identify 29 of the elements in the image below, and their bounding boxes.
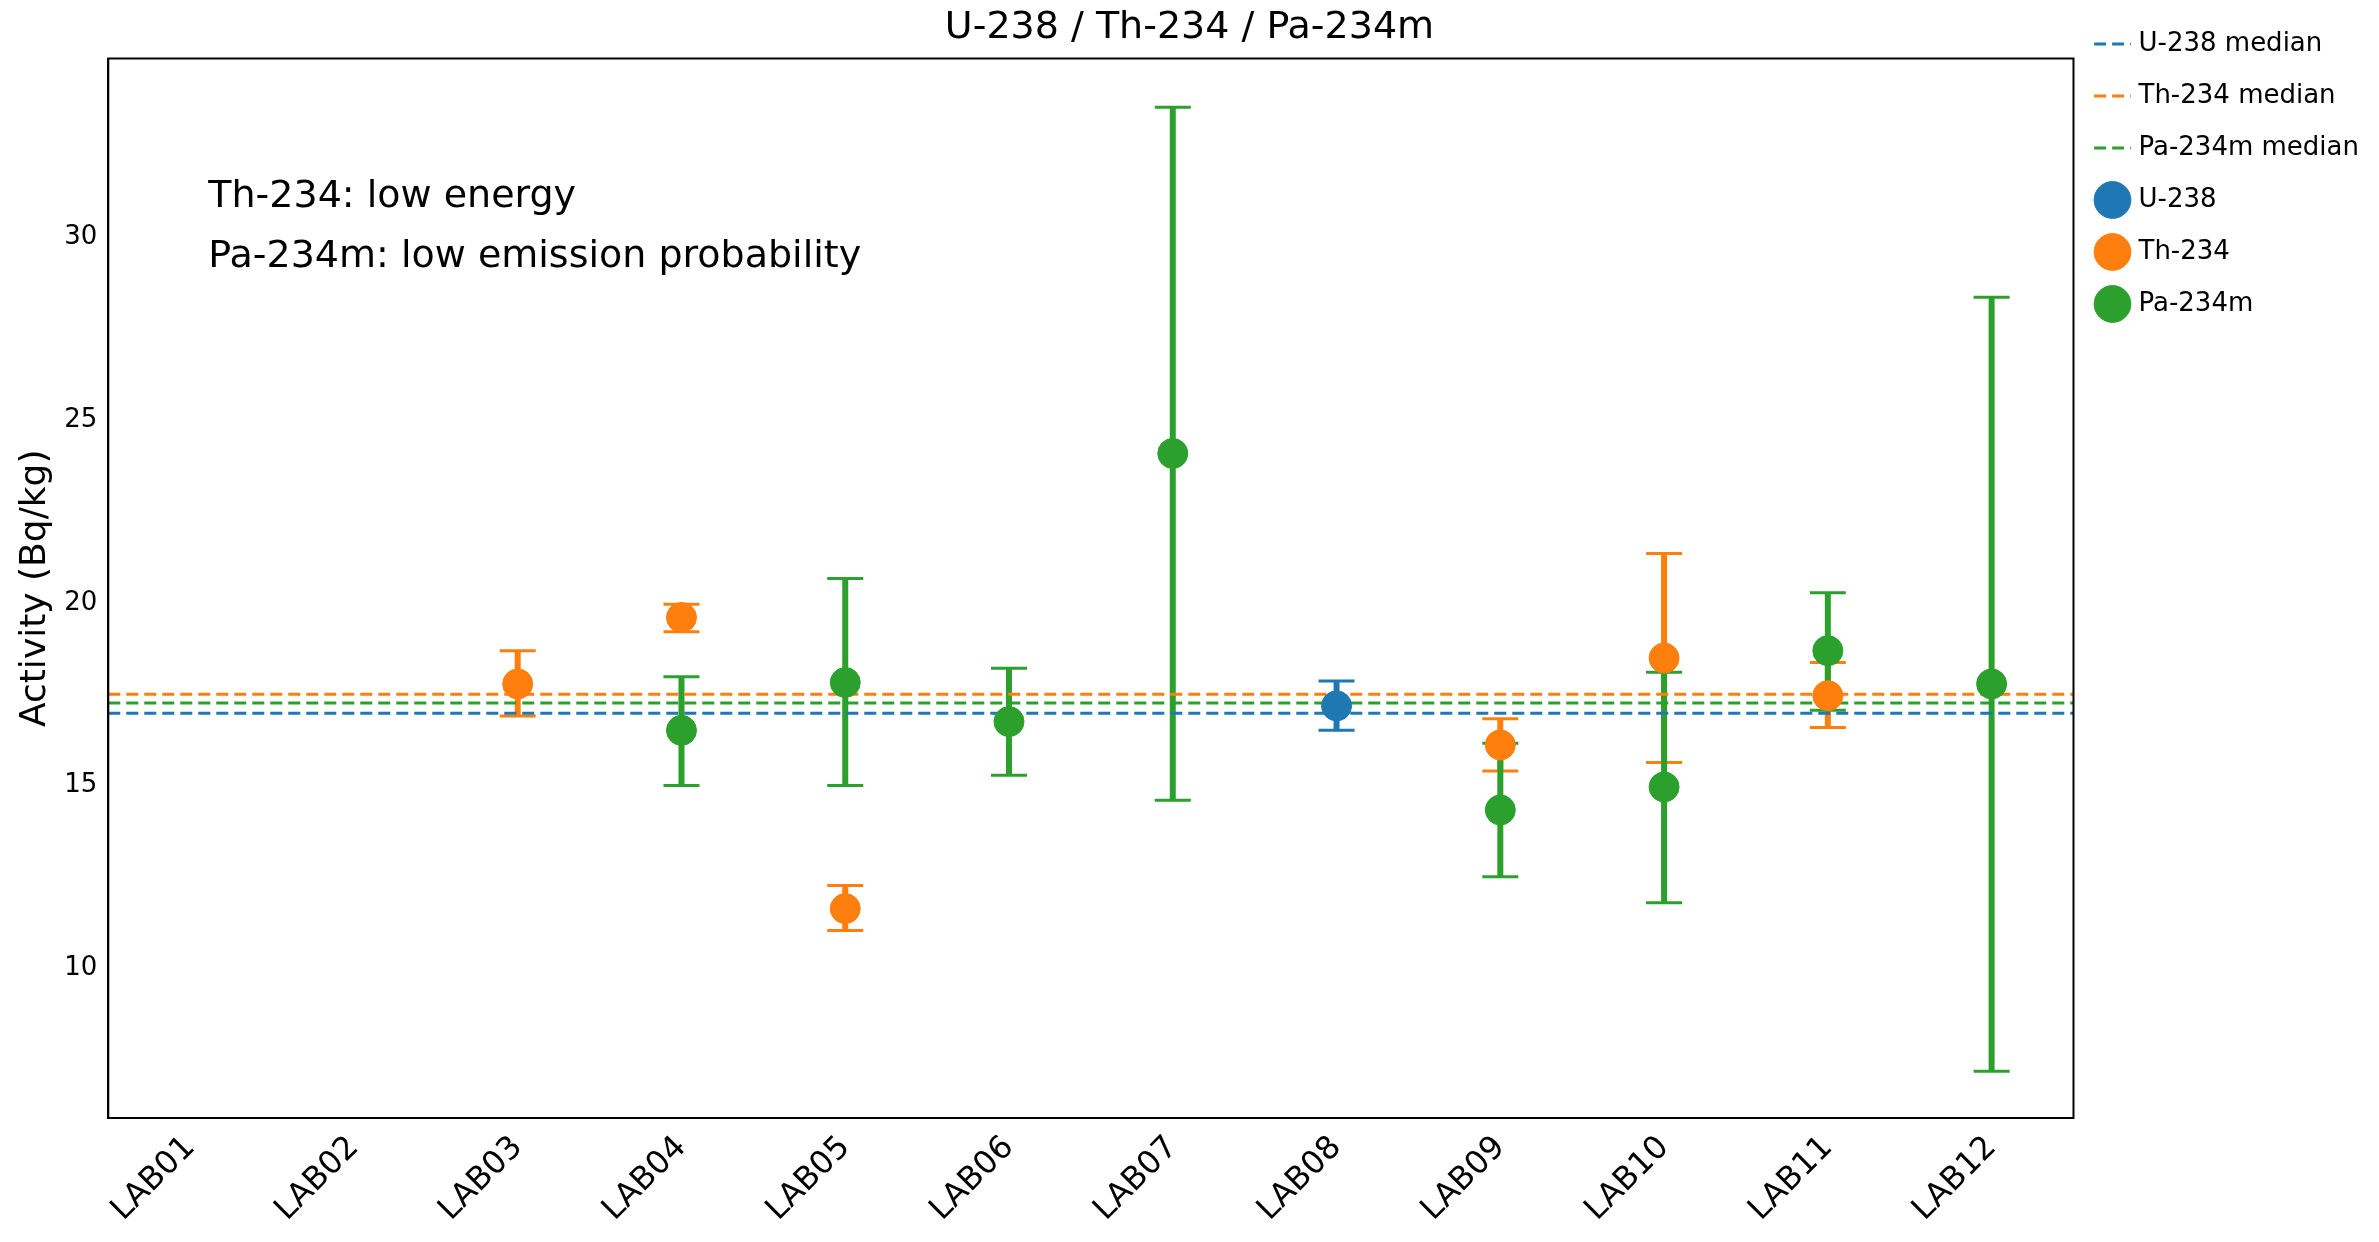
point: [1812, 680, 1844, 712]
point: [1484, 794, 1516, 826]
point: [1648, 771, 1680, 803]
y-tick-label: 15: [64, 768, 98, 799]
annotation: Th-234: low energy: [207, 172, 577, 217]
y-axis-title: Activity (Bq/kg): [11, 449, 53, 728]
point: [1157, 437, 1189, 469]
legend-label: Pa-234m median: [2138, 130, 2360, 161]
y-tick-label: 25: [64, 402, 98, 433]
legend-label: U-238 median: [2138, 26, 2323, 57]
legend-label: Th-234 median: [2137, 78, 2336, 109]
y-tick-label: 20: [64, 585, 98, 616]
y-tick-label: 30: [64, 220, 98, 251]
annotation: Pa-234m: low emission probability: [208, 232, 862, 277]
y-tick-label: 10: [64, 950, 98, 981]
chart-title: U-238 / Th-234 / Pa-234m: [944, 2, 1435, 47]
point: [829, 893, 861, 925]
point: [665, 714, 697, 746]
point: [1812, 635, 1844, 667]
legend-label: Pa-234m: [2138, 286, 2254, 317]
point: [502, 668, 534, 700]
point: [1321, 690, 1353, 722]
point: [1484, 729, 1516, 761]
point: [1648, 642, 1680, 674]
point: [993, 706, 1025, 738]
point: [829, 667, 861, 699]
legend-label: Th-234: [2137, 234, 2230, 265]
point: [1976, 668, 2008, 700]
legend-label: U-238: [2138, 182, 2217, 213]
